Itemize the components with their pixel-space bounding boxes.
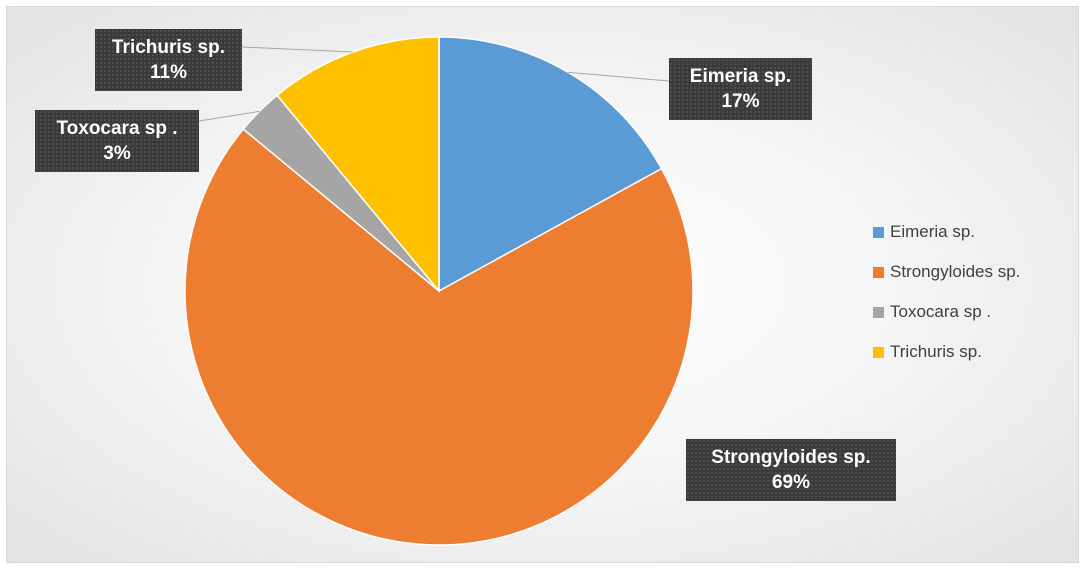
- data-label-trichuris-name: Trichuris sp.: [112, 37, 225, 58]
- data-label-toxocara: Toxocara sp . 3%: [35, 110, 199, 172]
- pie-chart: [184, 36, 694, 546]
- data-label-toxocara-value: 3%: [103, 143, 131, 164]
- legend: Eimeria sp. Strongyloides sp. Toxocara s…: [873, 212, 1083, 372]
- leader-line-eimeria-sp: [568, 71, 670, 82]
- legend-item-eimeria: Eimeria sp.: [873, 212, 1083, 252]
- data-label-strongyloides-name: Strongyloides sp.: [711, 447, 871, 468]
- legend-item-trichuris: Trichuris sp.: [873, 332, 1083, 372]
- legend-item-toxocara: Toxocara sp .: [873, 292, 1083, 332]
- legend-label-strongyloides: Strongyloides sp.: [890, 262, 1021, 281]
- chart-area: Eimeria sp. 17% Strongyloides sp. 69% To…: [6, 6, 1079, 563]
- leader-line-toxocara-sp: [198, 110, 260, 122]
- legend-item-strongyloides: Strongyloides sp.: [873, 252, 1083, 292]
- data-label-toxocara-name: Toxocara sp .: [56, 118, 178, 139]
- legend-swatch-toxocara: [873, 306, 884, 318]
- legend-swatch-trichuris: [873, 346, 884, 358]
- data-label-trichuris: Trichuris sp. 11%: [95, 29, 242, 91]
- leader-line-trichuris-sp: [241, 46, 354, 53]
- data-label-eimeria: Eimeria sp. 17%: [669, 58, 812, 120]
- pie-slice-eimeria-sp: [438, 36, 663, 293]
- legend-swatch-strongyloides: [873, 266, 884, 278]
- data-label-eimeria-name: Eimeria sp.: [689, 66, 792, 87]
- data-label-strongyloides-value: 69%: [771, 472, 811, 493]
- data-label-eimeria-value: 17%: [721, 91, 760, 112]
- pie-slice-strongyloides-sp: [184, 128, 694, 546]
- data-label-strongyloides: Strongyloides sp. 69%: [686, 439, 896, 501]
- legend-swatch-eimeria: [873, 226, 884, 238]
- legend-label-toxocara: Toxocara sp .: [890, 302, 992, 321]
- legend-label-trichuris: Trichuris sp.: [890, 342, 982, 361]
- data-label-trichuris-value: 11%: [150, 62, 187, 83]
- legend-label-eimeria: Eimeria sp.: [890, 222, 976, 241]
